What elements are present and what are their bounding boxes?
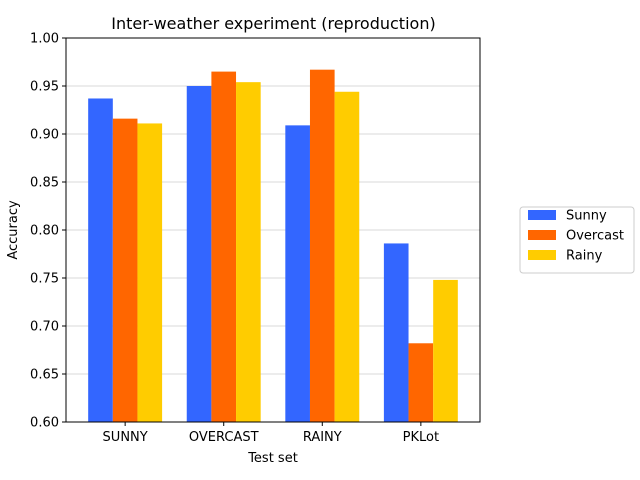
x-axis-label: Test set xyxy=(247,451,298,466)
bar-overcast xyxy=(408,343,434,422)
legend-swatch-rainy xyxy=(528,250,556,260)
bar-rainy xyxy=(236,82,261,422)
y-tick-label: 0.85 xyxy=(30,176,59,191)
y-tick-label: 1.00 xyxy=(30,32,59,47)
y-axis: 0.60 0.65 0.70 0.75 0.80 0.85 0.90 0.95 1.00 xyxy=(30,32,66,431)
y-tick-label: 0.95 xyxy=(30,80,59,95)
y-tick-label: 0.70 xyxy=(30,320,59,335)
x-tick-label: OVERCAST xyxy=(189,430,259,445)
bar-rainy xyxy=(433,279,458,422)
bars xyxy=(88,69,458,423)
bar-rainy xyxy=(137,123,163,422)
bar-overcast xyxy=(112,118,138,422)
y-tick-label: 0.60 xyxy=(30,416,59,431)
chart-title: Inter-weather experiment (reproduction) xyxy=(111,14,435,33)
x-tick-label: RAINY xyxy=(303,430,342,445)
legend-label-overcast: Overcast xyxy=(566,229,624,244)
bar-overcast xyxy=(309,69,335,423)
legend-label-sunny: Sunny xyxy=(566,209,607,224)
bar-sunny xyxy=(88,98,113,422)
y-tick-label: 0.80 xyxy=(30,224,59,239)
x-tick-label: SUNNY xyxy=(103,430,148,445)
x-tick-label: PKLot xyxy=(403,430,439,445)
bar-rainy xyxy=(334,91,360,422)
y-tick-label: 0.75 xyxy=(30,272,59,287)
bar-sunny xyxy=(186,86,212,422)
y-tick-label: 0.65 xyxy=(30,368,59,383)
legend-label-rainy: Rainy xyxy=(566,249,603,264)
bar-overcast xyxy=(211,71,237,422)
bar-sunny xyxy=(383,243,409,422)
x-axis: SUNNY OVERCAST RAINY PKLot xyxy=(103,422,439,445)
legend: Sunny Overcast Rainy xyxy=(519,206,635,274)
y-tick-label: 0.90 xyxy=(30,128,59,143)
bar-sunny xyxy=(285,125,310,423)
legend-swatch-sunny xyxy=(528,210,556,220)
y-axis-label: Accuracy xyxy=(6,200,21,260)
legend-swatch-overcast xyxy=(528,230,556,240)
